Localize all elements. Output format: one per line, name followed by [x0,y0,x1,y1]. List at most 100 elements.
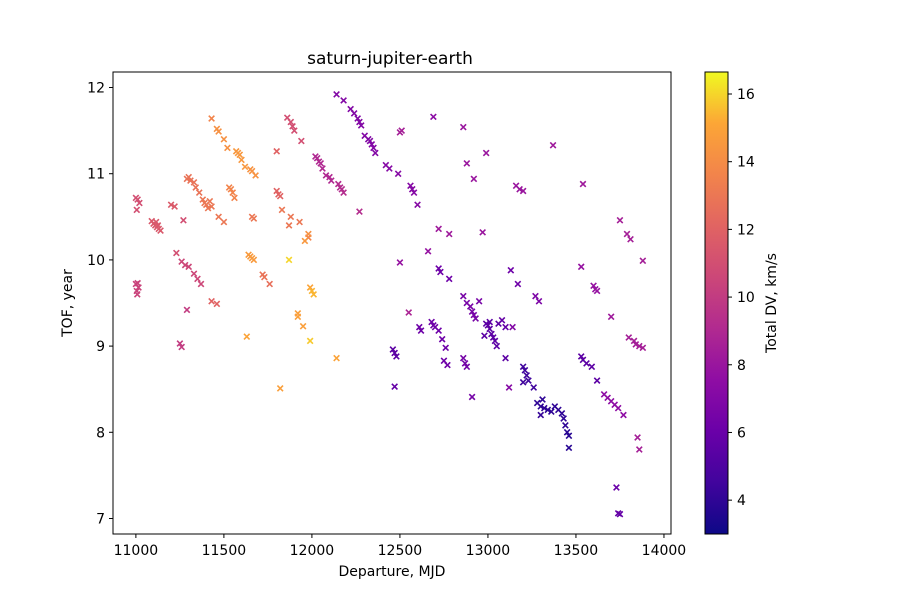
data-point [590,282,597,290]
chart-title: saturn-jupiter-earth [307,49,473,69]
data-point [537,403,545,410]
data-point [459,123,467,131]
data-point [308,287,316,295]
data-point [393,353,400,360]
data-point [614,404,622,412]
data-point [213,300,221,308]
data-point [635,342,643,350]
data-point [410,189,418,197]
data-point [297,137,305,145]
data-point [484,322,492,329]
data-point [435,265,443,272]
data-point [238,156,245,164]
data-point [519,187,527,195]
data-point [502,323,509,331]
x-tick-label: 12000 [290,543,335,559]
data-point [634,434,641,441]
data-point [266,280,274,288]
data-point [171,203,178,210]
data-point [299,322,307,330]
colorbar-tick-label: 4 [737,493,746,509]
data-point [463,160,471,167]
data-point [583,359,590,367]
data-point [435,225,443,233]
data-point [475,297,483,305]
data-point [276,384,284,392]
data-point [407,182,414,190]
data-point [391,383,399,390]
data-point [544,406,552,414]
y-tick-label: 11 [87,167,105,183]
data-point [398,127,406,134]
data-point [579,180,587,188]
data-point [338,185,346,193]
data-point [208,203,215,210]
data-point [204,204,212,212]
data-point [415,323,423,331]
data-point [437,268,444,276]
y-axis-ticks: 7 8 9 10 11 12 [87,81,113,527]
data-point [306,284,314,291]
data-point [289,122,296,130]
data-point [588,363,596,371]
data-points [132,91,647,518]
data-point [562,422,569,429]
data-point [294,313,302,321]
x-tick-label: 13500 [554,543,599,559]
data-point [305,230,312,238]
data-point [287,118,295,126]
data-point [334,180,342,188]
data-point [560,415,567,422]
data-point [340,97,347,104]
colorbar-tick-label: 12 [737,222,755,238]
data-point [197,280,205,288]
data-point [630,337,638,345]
data-point [326,173,333,181]
data-point [208,115,215,122]
x-tick-label: 14000 [642,543,687,559]
data-point [509,323,516,331]
data-point [250,256,258,264]
data-point [195,189,203,197]
data-point [593,377,601,384]
data-point [167,201,175,209]
data-point [539,396,546,403]
data-point [215,213,222,221]
data-point [442,344,450,352]
data-point [322,172,330,179]
data-point [632,341,640,348]
data-point [261,273,268,281]
data-point [396,259,404,266]
x-tick-label: 13000 [466,543,511,559]
colorbar [704,71,729,535]
data-point [639,344,647,352]
data-point [549,141,557,149]
x-tick-label: 12500 [378,543,423,559]
data-point [185,173,193,181]
data-point [276,192,284,200]
data-point [319,165,326,172]
data-point [220,218,228,226]
data-point [278,206,286,214]
data-point [287,213,295,221]
data-point [459,292,467,300]
data-point [428,318,435,326]
data-point [357,122,365,129]
data-point [206,197,214,205]
data-point [133,206,141,214]
data-point [468,308,476,315]
data-point [502,354,509,362]
data-point [519,378,527,386]
data-point [187,177,194,184]
x-axis-ticks: 11000 11500 12000 12500 13000 13500 14000 [114,534,687,559]
data-point [577,353,585,360]
data-point [368,141,376,148]
x-axis-label: Departure, MJD [339,564,446,580]
data-point [366,137,374,145]
data-point [285,256,293,264]
data-point [625,334,633,341]
y-axis-label: TOF, year [60,269,76,338]
data-point [486,318,494,326]
data-point [613,484,620,491]
data-point [498,316,506,324]
